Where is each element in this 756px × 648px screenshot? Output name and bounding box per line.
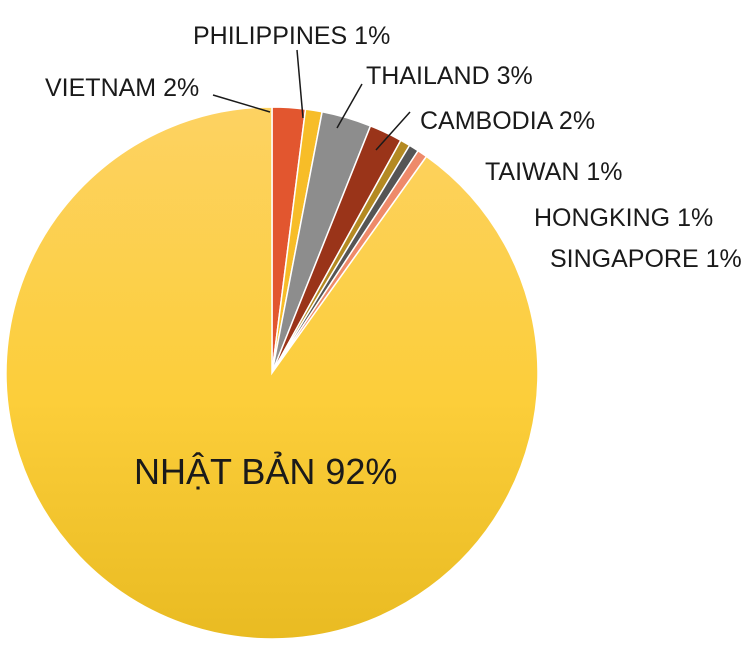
slice-label-taiwan: TAIWAN 1% [485,158,623,186]
slice-labels: VIETNAM 2% PHILIPPINES 1% THAILAND 3% CAMBO… [45,22,742,492]
leader-line-philippines [296,49,304,119]
slice-label-singapore: SINGAPORE 1% [550,245,742,273]
slice-label-cambodia: CAMBODIA 2% [420,107,595,135]
leader-line-thailand [336,83,363,129]
slice-label-nh-t-b-n: NHẬT BẢN 92% [134,451,397,492]
slice-label-thailand: THAILAND 3% [366,62,533,90]
leader-lines [212,49,411,151]
slice-label-philippines: PHILIPPINES 1% [193,22,390,50]
pie-slices [5,106,539,640]
slice-label-vietnam: VIETNAM 2% [45,74,199,102]
slice-label-hongking: HONGKING 1% [534,204,713,232]
pie-slice-nh-t-b-n [5,106,539,640]
leader-line-vietnam [212,94,271,113]
leader-line-cambodia [375,111,411,151]
